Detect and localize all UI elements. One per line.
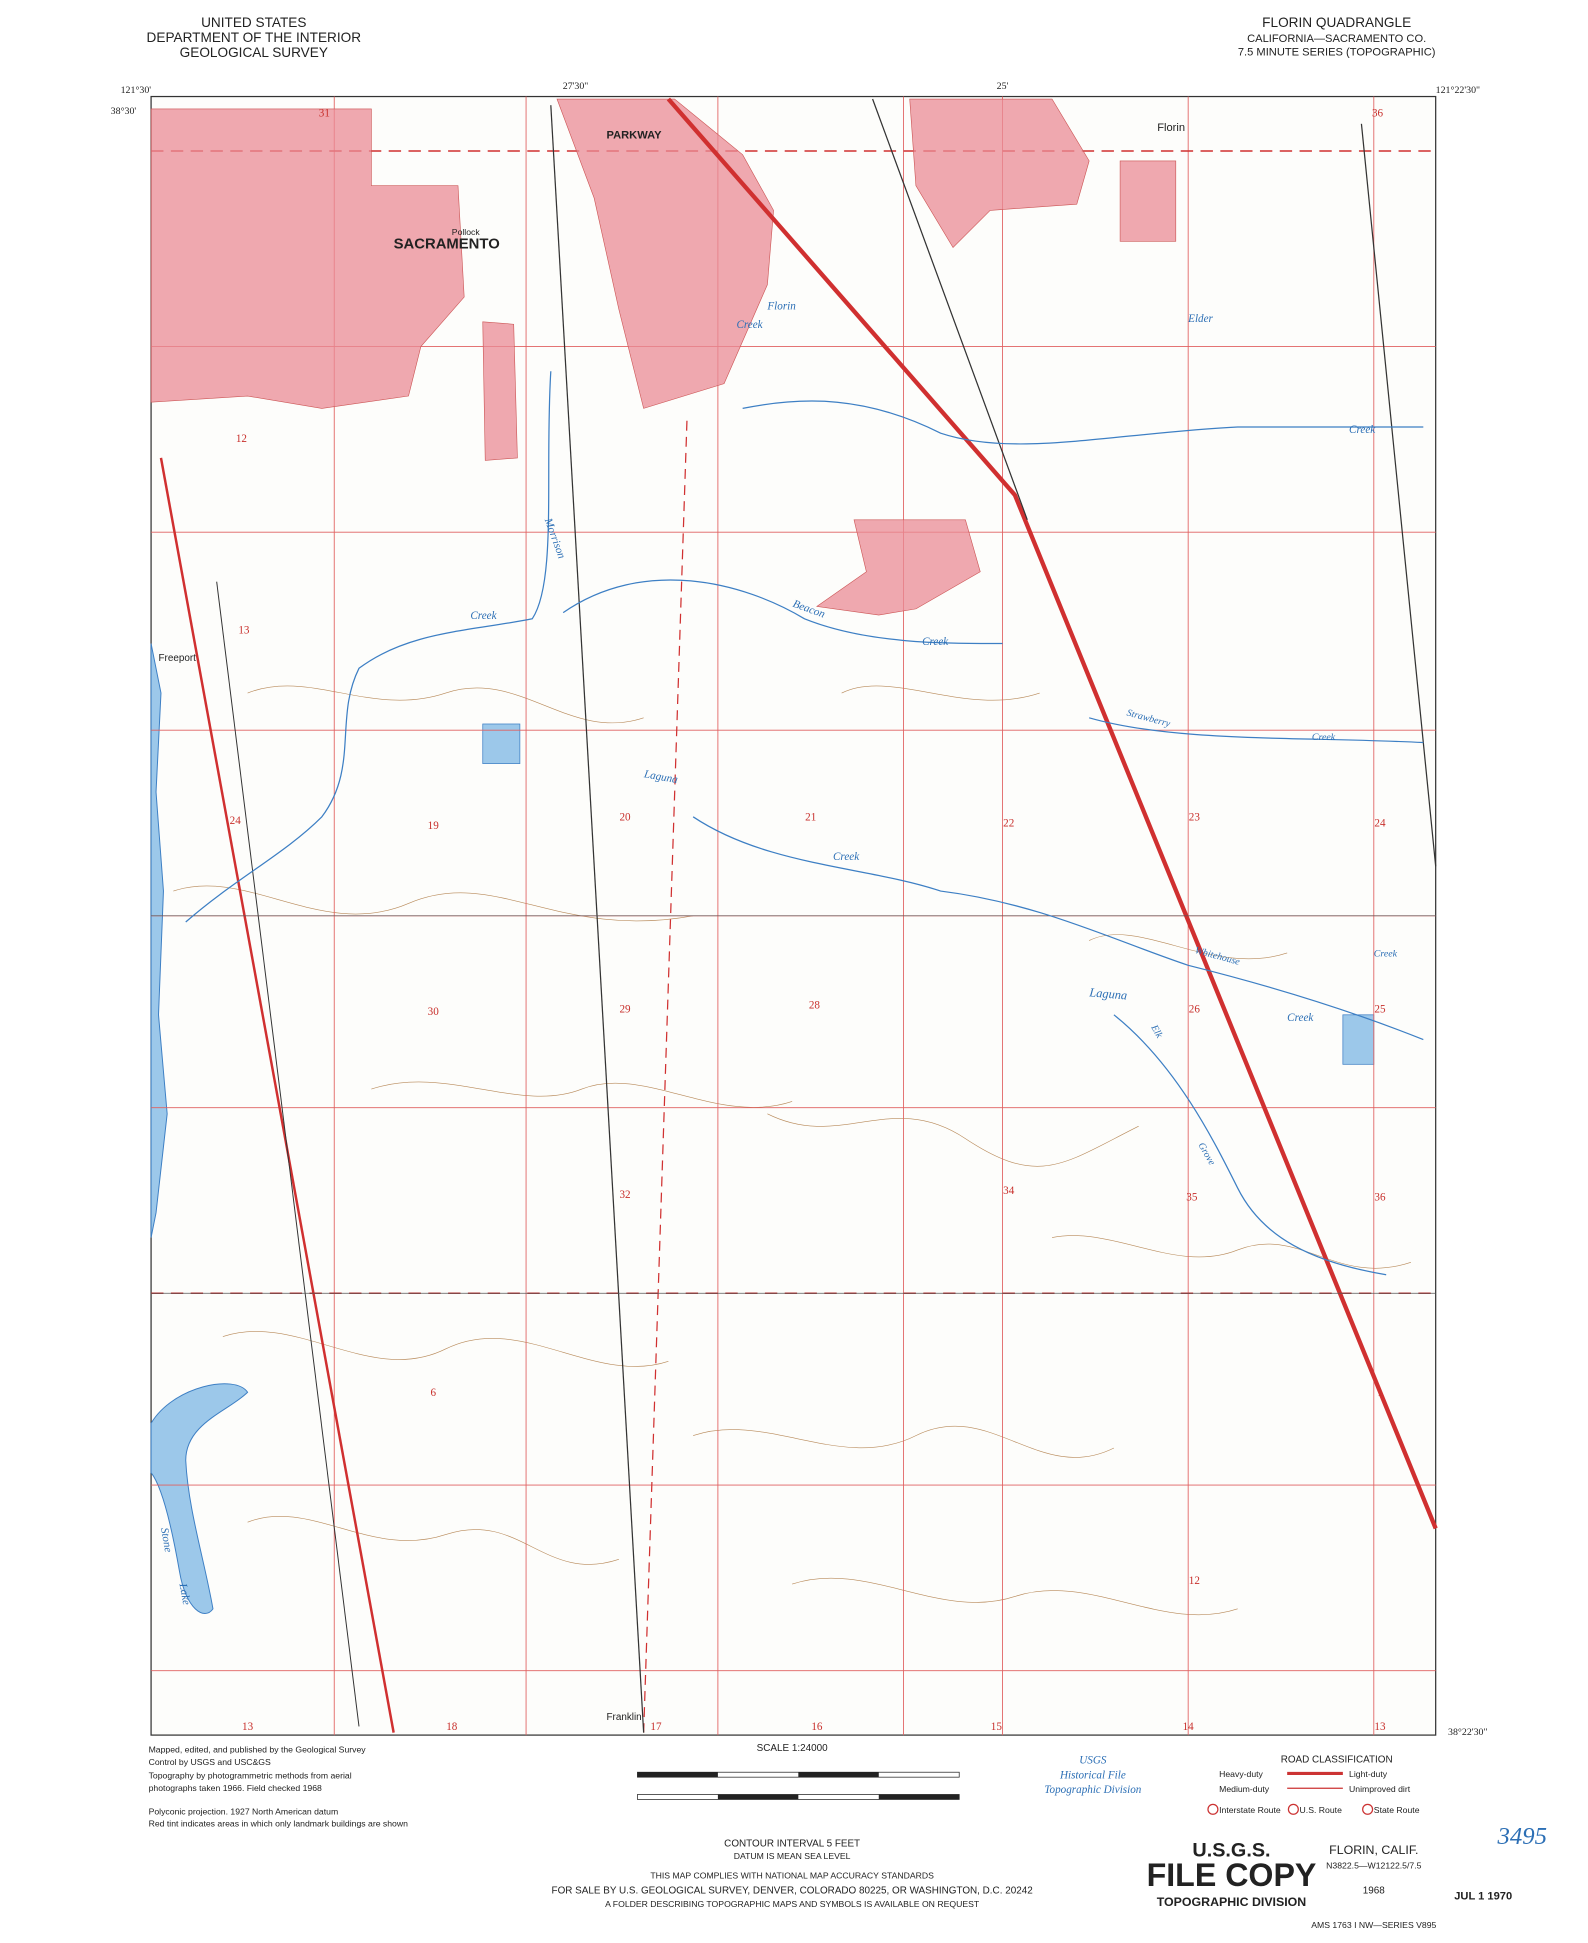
map-series: AMS 1763 I NW—SERIES V895	[1311, 1920, 1436, 1930]
agency-line: UNITED STATES	[201, 15, 306, 30]
place-name: SACRAMENTO	[394, 237, 500, 253]
water-name: Laguna	[1088, 985, 1128, 1002]
section-number: 1	[1377, 1387, 1383, 1399]
road-legend: Unimproved dirt	[1349, 1784, 1411, 1794]
credit-line: photographs taken 1966. Field checked 19…	[149, 1783, 322, 1793]
section-number: 18	[446, 1721, 458, 1733]
section-number: 22	[1003, 818, 1014, 830]
section-number: 34	[1003, 1185, 1015, 1197]
credit-line: Control by USGS and USC&GS	[149, 1757, 271, 1767]
water-name: Elder	[1187, 313, 1213, 325]
coordinate-label: 38°30'	[111, 106, 137, 117]
section-number: 24	[230, 815, 242, 827]
section-number: 24	[1374, 818, 1386, 830]
scale-text: SCALE 1:24000	[757, 1743, 828, 1754]
water-name: Creek	[922, 636, 949, 648]
sale-note: FOR SALE BY U.S. GEOLOGICAL SURVEY, DENV…	[552, 1885, 1033, 1896]
section-number: 16	[811, 1721, 823, 1733]
section-number: 26	[1189, 1003, 1201, 1015]
water-name: Laguna	[642, 768, 679, 786]
file-copy-stamp: TOPOGRAPHIC DIVISION	[1157, 1895, 1307, 1909]
section-number: 23	[1189, 812, 1201, 824]
water-name: Creek	[1374, 949, 1398, 960]
agency-line: GEOLOGICAL SURVEY	[180, 45, 328, 60]
section-number: 20	[620, 812, 632, 824]
agency-line: DEPARTMENT OF THE INTERIOR	[147, 30, 362, 45]
section-number: 19	[428, 820, 440, 832]
credit-line: Mapped, edited, and published by the Geo…	[149, 1744, 367, 1754]
contour-interval: CONTOUR INTERVAL 5 FEET	[724, 1838, 860, 1849]
place-name: PARKWAY	[607, 130, 663, 142]
section-number: 28	[809, 1000, 821, 1012]
water-name: Stone	[158, 1527, 174, 1553]
section-number: 12	[236, 433, 247, 445]
section-number: 29	[620, 1003, 632, 1015]
place-name: Pollock	[452, 227, 481, 237]
quad-title: FLORIN QUADRANGLE	[1262, 15, 1411, 30]
section-number: 12	[1189, 1575, 1200, 1587]
water-name: Lake	[176, 1582, 192, 1606]
road-legend: State Route	[1374, 1805, 1420, 1815]
stamp-line: Topographic Division	[1044, 1784, 1141, 1796]
scale-bar	[637, 1771, 960, 1800]
quad-subtitle: CALIFORNIA—SACRAMENTO CO.	[1247, 33, 1426, 45]
road-legend: Heavy-duty	[1219, 1769, 1263, 1779]
folder-note: A FOLDER DESCRIBING TOPOGRAPHIC MAPS AND…	[605, 1899, 980, 1909]
section-number: 21	[805, 812, 816, 824]
water-name: Creek	[1287, 1012, 1314, 1024]
water-name: Creek	[1349, 424, 1376, 436]
place-name: Franklin	[607, 1712, 642, 1723]
place-name: Freeport	[159, 653, 197, 664]
coordinate-label: 38°22'30"	[1448, 1727, 1487, 1738]
section-number: 13	[238, 625, 250, 637]
section-number: 13	[242, 1721, 254, 1733]
map-frame	[150, 95, 1438, 1736]
section-number: 36	[1372, 107, 1384, 119]
section-number: 30	[428, 1006, 440, 1018]
water-name: Creek	[1312, 732, 1336, 743]
water-name: Creek	[833, 851, 860, 863]
coordinate-label: 27'30"	[563, 81, 589, 92]
water-name: Creek	[470, 610, 497, 622]
section-number: 15	[991, 1721, 1003, 1733]
road-title: ROAD CLASSIFICATION	[1281, 1754, 1393, 1765]
place-name: Florin	[1157, 122, 1185, 134]
road-legend: Light-duty	[1349, 1769, 1388, 1779]
date-stamp: JUL 1 1970	[1454, 1891, 1512, 1903]
stamp-line: Historical File	[1059, 1769, 1126, 1781]
file-copy-stamp: FILE COPY	[1147, 1857, 1317, 1893]
water-name: Florin	[766, 300, 796, 312]
section-number: 14	[1183, 1721, 1195, 1733]
stamp-line: USGS	[1079, 1755, 1107, 1767]
section-number: 13	[1374, 1721, 1386, 1733]
quad-subtitle: 7.5 MINUTE SERIES (TOPOGRAPHIC)	[1238, 47, 1436, 59]
section-number: 35	[1186, 1191, 1198, 1203]
section-number: 32	[620, 1189, 631, 1201]
road-legend: Medium-duty	[1219, 1784, 1270, 1794]
section-number: 36	[1374, 1191, 1386, 1203]
datum: DATUM IS MEAN SEA LEVEL	[734, 1851, 851, 1861]
file-copy-stamp: U.S.G.S.	[1192, 1839, 1270, 1861]
accuracy-note: THIS MAP COMPLIES WITH NATIONAL MAP ACCU…	[650, 1871, 934, 1881]
coordinate-label: 121°30'	[121, 85, 152, 96]
water-name: Creek	[736, 319, 763, 331]
credit-line: Topography by photogrammetric methods fr…	[149, 1770, 352, 1780]
road-legend: Interstate Route	[1219, 1805, 1281, 1815]
map-year: 1968	[1363, 1885, 1386, 1896]
section-number: 31	[319, 107, 330, 119]
handwritten-number: 3495	[1497, 1823, 1547, 1850]
section-number: 6	[430, 1387, 436, 1399]
road-symbols	[1207, 1771, 1374, 1815]
section-number: 25	[1374, 1003, 1386, 1015]
road-legend: U.S. Route	[1300, 1805, 1343, 1815]
credit-line: Red tint indicates areas in which only l…	[149, 1819, 409, 1829]
coordinate-label: 25'	[997, 81, 1009, 92]
credit-line: Polyconic projection. 1927 North America…	[149, 1806, 339, 1816]
map-name: FLORIN, CALIF.	[1329, 1843, 1418, 1857]
section-number: 17	[650, 1721, 662, 1733]
coordinate-label: 121°22'30"	[1436, 85, 1480, 96]
map-index: N3822.5—W12122.5/7.5	[1326, 1861, 1421, 1871]
